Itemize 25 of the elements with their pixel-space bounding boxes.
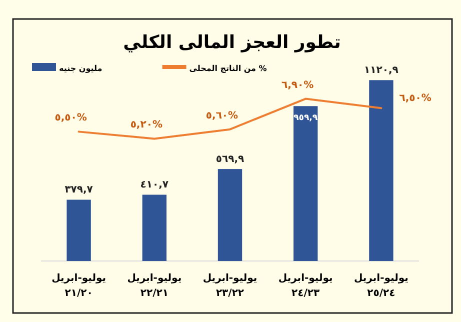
data-label: ٥,٢٠%: [130, 120, 162, 131]
data-label: ٦,٩٠%: [282, 80, 314, 91]
data-label: ٥,٥٠%: [54, 112, 87, 124]
x-tick-label: يوليو-ابريل ٢١/٢٠: [52, 273, 106, 299]
data-label: ٦,٥٠%: [399, 93, 432, 104]
legend-label: مليون جنيه: [59, 64, 102, 73]
data-label: ٣٧٩,٧: [64, 184, 93, 196]
bar: [369, 80, 394, 261]
data-label: ٥,٦٠%: [206, 110, 238, 122]
x-tick-label: يوليو-ابريل ٢٢/٢١: [127, 273, 182, 299]
legend-item: مليون جنيه: [32, 63, 102, 73]
data-label: ٤١٠,٧: [140, 180, 169, 191]
bar: [218, 169, 242, 261]
data-label: ٥٦٩,٩: [216, 154, 244, 166]
legend-item: % من الناتج المحلى: [162, 64, 267, 73]
data-label: ١١٢٠,٩: [364, 65, 398, 76]
legend-label: % من الناتج المحلى: [189, 64, 267, 73]
x-tick-label: يوليو-ابريل ٢٣/٢٢: [202, 273, 258, 299]
bar: [294, 106, 318, 261]
x-tick-label: يوليو-ابريل ٢٥/٢٤: [354, 273, 409, 299]
chart-title: تطور العجز المالى الكلي: [123, 32, 341, 53]
bar: [66, 200, 91, 261]
x-tick-label: يوليو-ابريل ٢٤/٢٣: [278, 273, 334, 299]
bar: [142, 194, 166, 261]
data-label: ٩٥٩,٩: [294, 113, 318, 124]
